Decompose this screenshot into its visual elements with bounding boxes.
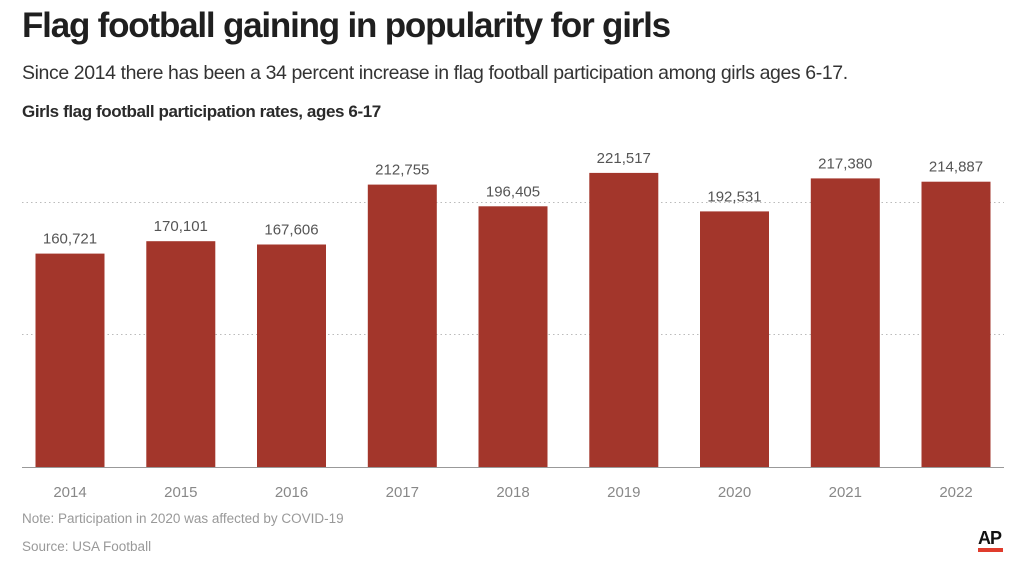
chart-source: Source: USA Football (22, 539, 152, 554)
value-label-2018: 196,405 (486, 183, 540, 200)
value-label-2022: 214,887 (929, 159, 983, 176)
x-tick-labels: 2014 2015 2016 2017 2018 2019 2020 2021 2022 (53, 484, 972, 501)
bars (35, 172, 991, 468)
bar-2020 (700, 211, 769, 467)
x-tick-label-2022: 2022 (939, 484, 972, 501)
value-label-2017: 212,755 (375, 162, 429, 179)
x-tick-label-2021: 2021 (829, 484, 862, 501)
chart-note: Note: Participation in 2020 was affected… (22, 511, 344, 526)
x-tick-label-2016: 2016 (275, 484, 308, 501)
bar-2016 (257, 244, 326, 467)
x-tick-label-2018: 2018 (496, 484, 529, 501)
x-tick-label-2019: 2019 (607, 484, 640, 501)
value-label-2016: 167,606 (264, 222, 318, 239)
x-tick-label-2017: 2017 (386, 484, 419, 501)
bar-2022 (921, 181, 991, 467)
svg-text:AP: AP (978, 528, 1002, 548)
chart-label: Girls flag football participation rates,… (22, 102, 381, 121)
bar-2014 (35, 253, 105, 467)
value-label-2014: 160,721 (43, 231, 97, 248)
bar-2019 (589, 172, 659, 467)
x-tick-label-2015: 2015 (164, 484, 197, 501)
x-tick-label-2014: 2014 (53, 484, 86, 501)
value-label-2015: 170,101 (154, 218, 208, 235)
x-tick-label-2020: 2020 (718, 484, 751, 501)
chart-subtitle: Since 2014 there has been a 34 percent i… (22, 62, 848, 84)
bar-2015 (146, 241, 216, 467)
value-label-2019: 221,517 (597, 150, 651, 167)
chart-title: Flag football gaining in popularity for … (22, 6, 671, 45)
value-label-2020: 192,531 (707, 188, 761, 205)
bar-2021 (810, 178, 880, 467)
ap-logo: AP (978, 528, 1003, 552)
value-labels: 160,721 170,101 167,606 212,755 196,405 221,5… (43, 150, 983, 248)
bar-2017 (367, 184, 437, 467)
value-label-2021: 217,380 (818, 155, 872, 172)
bar-2018 (478, 206, 548, 468)
